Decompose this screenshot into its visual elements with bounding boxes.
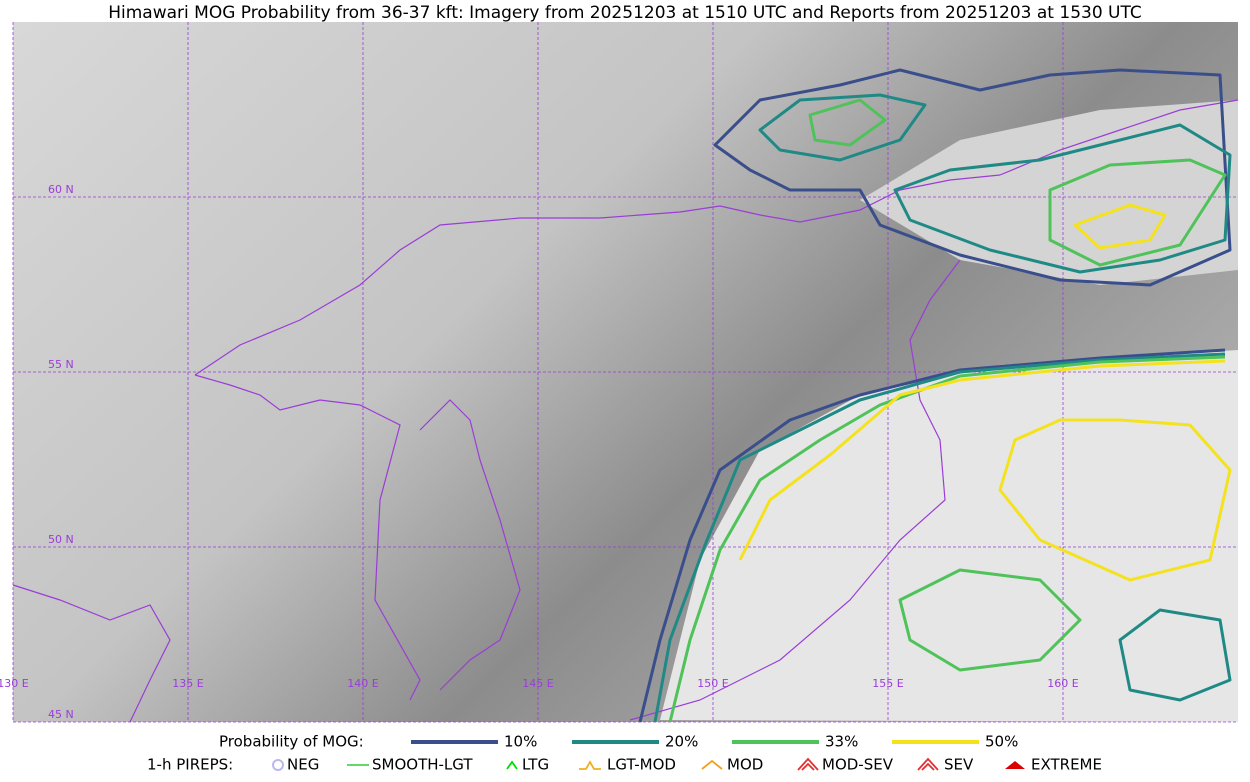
coastline: [194, 174, 1001, 376]
lat-label: 45 N: [48, 708, 74, 721]
contours: [638, 68, 1232, 723]
contour-20: [1118, 608, 1232, 702]
bright-cloud: [660, 350, 1238, 722]
lon-label: 150 E: [697, 677, 728, 690]
contour-50: [738, 359, 1226, 561]
legend: Probability of MOG: 10% 20% 33% 50% 1-h PIREP…: [147, 733, 1102, 774]
pirep-icon: [917, 757, 939, 771]
legend-label: Probability of MOG:: [219, 733, 364, 751]
contour-20: [758, 93, 927, 162]
coastline: [12, 584, 171, 723]
coastline: [419, 399, 521, 691]
contour-20: [893, 123, 1232, 274]
legend-item: MOD: [727, 756, 763, 774]
contour-33: [668, 355, 1226, 723]
pirep-icon: [701, 759, 723, 770]
legend-item: 50%: [985, 733, 1018, 751]
legend-item: 33%: [825, 733, 858, 751]
legend-label: 1-h PIREPS:: [147, 756, 233, 774]
coastline: [194, 374, 421, 701]
pirep-icon: [797, 757, 819, 771]
coastlines: [12, 99, 1239, 723]
title: Himawari MOG Probability from 36-37 kft:…: [108, 3, 1142, 23]
contour-33: [898, 568, 1082, 672]
pirep-icon: [1005, 761, 1025, 769]
pirep-icon: [506, 760, 518, 770]
coastline: [629, 259, 961, 721]
lat-label: 55 N: [48, 358, 74, 371]
contour-10: [638, 348, 1226, 723]
legend-item: 20%: [665, 733, 698, 751]
lon-label: 140 E: [347, 677, 378, 690]
lat-label: 60 N: [48, 183, 74, 196]
lon-label: 135 E: [172, 677, 203, 690]
coastline: [999, 99, 1239, 176]
pirep-icon: [272, 759, 284, 771]
lon-label: 155 E: [872, 677, 903, 690]
legend-item: LGT-MOD: [607, 756, 676, 774]
legend-item: NEG: [287, 756, 319, 774]
legend-item: EXTREME: [1031, 756, 1102, 774]
lon-label: 130 E: [0, 677, 29, 690]
contour-33: [1048, 158, 1227, 267]
map: 60 N 55 N 50 N 45 N 130 E 135 E 140 E 145 E 150 …: [0, 22, 1239, 723]
legend-item: MOD-SEV: [822, 756, 894, 774]
legend-item: LTG: [522, 756, 549, 774]
contour-50: [998, 418, 1232, 582]
legend-item: SMOOTH-LGT: [372, 756, 473, 774]
pirep-icon: [579, 760, 601, 770]
legend-item: SEV: [944, 756, 974, 774]
contour-10: [713, 68, 1232, 287]
legend-item: 10%: [504, 733, 537, 751]
lat-label: 50 N: [48, 533, 74, 546]
contour-33: [808, 98, 887, 147]
lon-label: 145 E: [522, 677, 553, 690]
contour-20: [653, 352, 1226, 723]
lon-label: 160 E: [1047, 677, 1078, 690]
contour-50: [1073, 203, 1167, 250]
